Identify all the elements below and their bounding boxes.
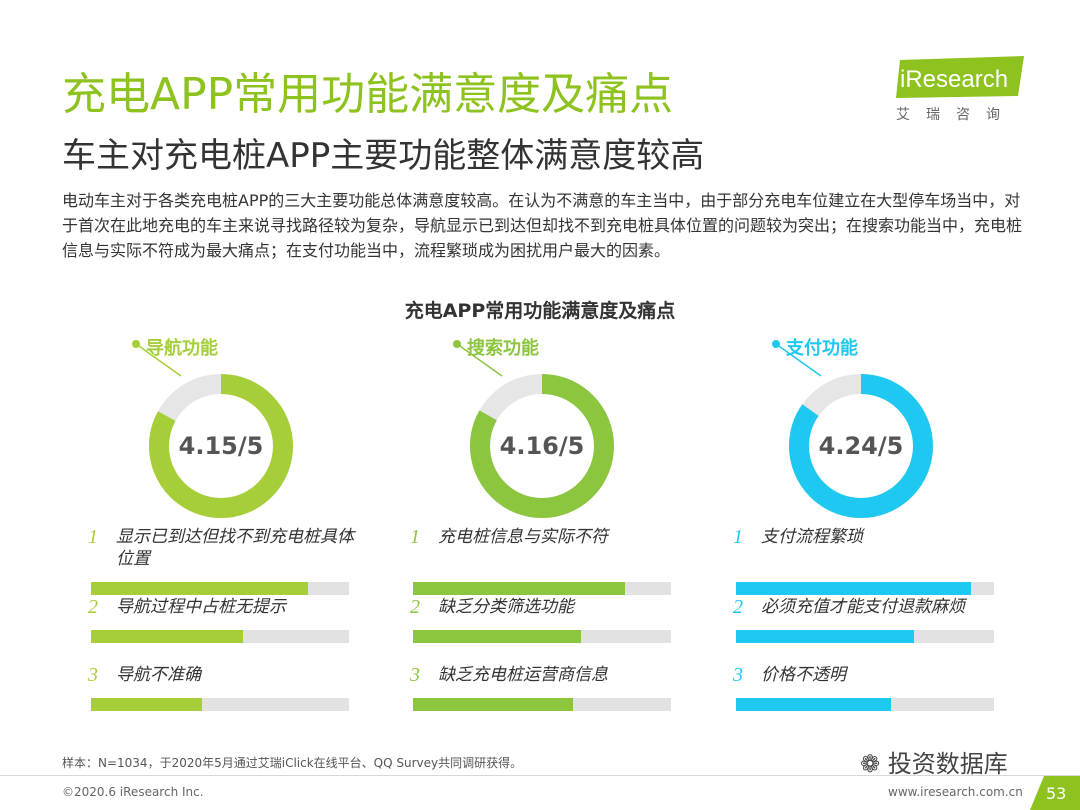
- score-label: 4.16/5: [499, 432, 585, 460]
- pain-bar-track: [413, 630, 671, 643]
- pain-label: 导航不准确: [116, 665, 201, 685]
- pain-rank: 1: [88, 526, 98, 548]
- donut-chart: [453, 340, 614, 518]
- pain-rank: 1: [733, 526, 743, 548]
- leader-line: [456, 343, 503, 377]
- watermark-text: 投资数据库: [887, 750, 1008, 778]
- pain-bar-fill: [413, 698, 573, 711]
- pain-bar-fill: [91, 698, 202, 711]
- logo-cn: 艾瑞咨询: [896, 107, 1016, 123]
- pain-bar-fill: [413, 582, 625, 595]
- leader-dot: [772, 340, 780, 348]
- wechat-icon: ❁: [860, 750, 888, 778]
- site-url: www.iresearch.com.cn: [888, 785, 1023, 799]
- pain-rank: 2: [410, 596, 420, 618]
- pain-bar-track: [413, 698, 671, 711]
- pain-label: 缺乏充电桩运营商信息: [438, 665, 608, 685]
- pain-bar-fill: [413, 630, 581, 643]
- pain-label: 显示已到达但找不到充电桩具体位置: [116, 527, 354, 569]
- leader-line: [775, 343, 822, 377]
- pain-bar-track: [413, 582, 671, 595]
- pain-label: 充电桩信息与实际不符: [438, 527, 608, 547]
- pain-rank: 3: [733, 664, 743, 686]
- pain-rank: 3: [88, 664, 98, 686]
- feature-label: 搜索功能: [467, 338, 539, 359]
- pain-label: 价格不透明: [761, 665, 846, 685]
- pain-bar-track: [736, 698, 994, 711]
- footer-divider: [0, 775, 1080, 776]
- pain-bar-track: [91, 582, 349, 595]
- pain-label: 必须充值才能支付退款麻烦: [761, 597, 965, 617]
- sample-note: 样本：N=1034，于2020年5月通过艾瑞iClick在线平台、QQ Surv…: [62, 756, 523, 770]
- chart-title: 充电APP常用功能满意度及痛点: [404, 300, 676, 322]
- pain-bar-fill: [91, 630, 244, 643]
- logo-brand: iResearch: [900, 66, 1009, 93]
- feature-label: 导航功能: [146, 338, 218, 359]
- pain-rank: 1: [410, 526, 420, 548]
- pain-bar-fill: [736, 698, 891, 711]
- donut-chart: [772, 340, 933, 518]
- feature-panel: 支付功能 4.24/5 1 支付流程繁琐 2 必须充值才能支付退款麻烦 3 价格不透明: [733, 330, 1033, 740]
- leader-dot: [453, 340, 461, 348]
- feature-panel: 导航功能 4.15/5 1 显示已到达但找不到充电桩具体位置 2 导航过程中占桩无提示 3 导…: [88, 330, 388, 740]
- page-number: 53: [1046, 784, 1067, 803]
- pain-bar-track: [736, 630, 994, 643]
- pain-bar-fill: [736, 582, 971, 595]
- pain-rank: 2: [88, 596, 98, 618]
- watermark: ❁ 投资数据库: [860, 744, 1008, 779]
- copyright: ©2020.6 iResearch Inc.: [62, 785, 204, 799]
- donut-arc: [470, 374, 614, 518]
- description-text: 电动车主对于各类充电桩APP的三大主要功能总体满意度较高。在认为不满意的车主当中…: [62, 191, 1023, 260]
- page-number-badge: [1030, 776, 1080, 810]
- pain-label: 导航过程中占桩无提示: [116, 597, 286, 617]
- pain-bar-fill: [91, 582, 308, 595]
- page-title: 充电APP常用功能满意度及痛点: [62, 69, 674, 120]
- score-label: 4.15/5: [178, 432, 264, 460]
- pain-bar-track: [736, 582, 994, 595]
- pain-label: 支付流程繁琐: [761, 527, 863, 547]
- iresearch-logo: [896, 56, 1024, 98]
- feature-panel: 搜索功能 4.16/5 1 充电桩信息与实际不符 2 缺乏分类筛选功能 3 缺乏充电桩运营商信…: [410, 330, 710, 740]
- pain-rank: 3: [410, 664, 420, 686]
- donut-chart: [132, 340, 293, 518]
- pain-label: 缺乏分类筛选功能: [438, 597, 574, 617]
- donut-arc: [789, 374, 933, 518]
- pain-bar-track: [91, 630, 349, 643]
- page-subtitle: 车主对充电桩APP主要功能整体满意度较高: [62, 136, 705, 176]
- donut-arc: [149, 374, 293, 518]
- leader-dot: [132, 340, 140, 348]
- pain-bar-fill: [736, 630, 915, 643]
- pain-rank: 2: [733, 596, 743, 618]
- pain-bar-track: [91, 698, 349, 711]
- feature-label: 支付功能: [786, 338, 858, 359]
- leader-line: [135, 343, 182, 377]
- score-label: 4.24/5: [818, 432, 904, 460]
